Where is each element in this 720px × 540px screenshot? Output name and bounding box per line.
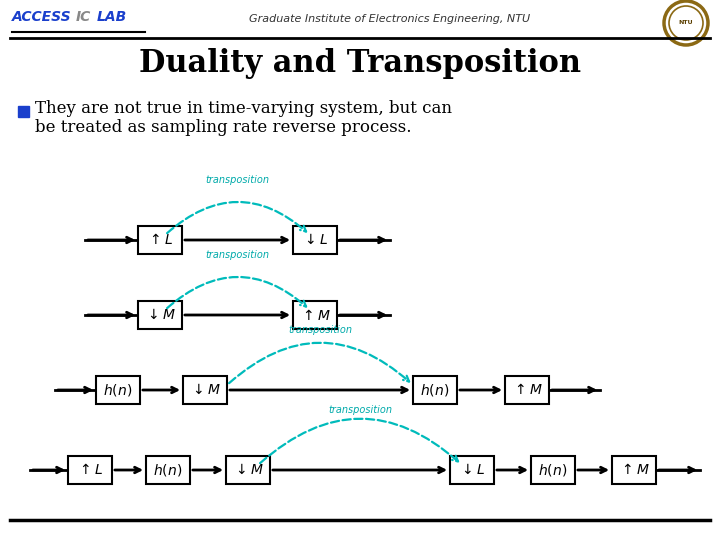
Text: $\uparrow L$: $\uparrow L$ bbox=[77, 462, 103, 477]
Text: NTU: NTU bbox=[679, 21, 693, 25]
Text: $h(n)$: $h(n)$ bbox=[104, 382, 132, 398]
FancyBboxPatch shape bbox=[293, 301, 337, 329]
Bar bbox=[18, 106, 29, 117]
FancyBboxPatch shape bbox=[505, 376, 549, 404]
Text: IC: IC bbox=[76, 10, 91, 24]
Text: $\downarrow M$: $\downarrow M$ bbox=[145, 308, 175, 322]
FancyBboxPatch shape bbox=[138, 226, 182, 254]
Text: LAB: LAB bbox=[97, 10, 127, 24]
Text: $\downarrow M$: $\downarrow M$ bbox=[233, 463, 264, 477]
FancyBboxPatch shape bbox=[146, 456, 190, 484]
Text: transposition: transposition bbox=[205, 250, 269, 260]
Text: $\downarrow M$: $\downarrow M$ bbox=[189, 383, 220, 397]
Text: $h(n)$: $h(n)$ bbox=[153, 462, 183, 478]
Text: $\downarrow L$: $\downarrow L$ bbox=[459, 463, 485, 477]
Text: $\uparrow M$: $\uparrow M$ bbox=[300, 307, 330, 322]
FancyBboxPatch shape bbox=[293, 226, 337, 254]
Text: They are not true in time-varying system, but can: They are not true in time-varying system… bbox=[35, 100, 452, 117]
Text: be treated as sampling rate reverse process.: be treated as sampling rate reverse proc… bbox=[35, 119, 412, 136]
Text: $h(n)$: $h(n)$ bbox=[539, 462, 567, 478]
Text: $\uparrow M$: $\uparrow M$ bbox=[512, 382, 542, 397]
FancyBboxPatch shape bbox=[68, 456, 112, 484]
Text: Graduate Institute of Electronics Engineering, NTU: Graduate Institute of Electronics Engine… bbox=[249, 14, 531, 24]
FancyBboxPatch shape bbox=[531, 456, 575, 484]
Text: $\uparrow L$: $\uparrow L$ bbox=[147, 233, 173, 247]
FancyBboxPatch shape bbox=[183, 376, 227, 404]
Text: Duality and Transposition: Duality and Transposition bbox=[139, 48, 581, 79]
Text: transposition: transposition bbox=[288, 325, 352, 335]
Text: transposition: transposition bbox=[328, 405, 392, 415]
FancyBboxPatch shape bbox=[96, 376, 140, 404]
FancyBboxPatch shape bbox=[612, 456, 656, 484]
FancyBboxPatch shape bbox=[450, 456, 494, 484]
Text: ACCESS: ACCESS bbox=[12, 10, 71, 24]
Text: $\downarrow L$: $\downarrow L$ bbox=[302, 233, 328, 247]
Text: $\uparrow M$: $\uparrow M$ bbox=[618, 462, 649, 477]
FancyBboxPatch shape bbox=[138, 301, 182, 329]
Text: transposition: transposition bbox=[205, 175, 269, 185]
Text: $h(n)$: $h(n)$ bbox=[420, 382, 449, 398]
FancyBboxPatch shape bbox=[226, 456, 270, 484]
FancyBboxPatch shape bbox=[413, 376, 457, 404]
